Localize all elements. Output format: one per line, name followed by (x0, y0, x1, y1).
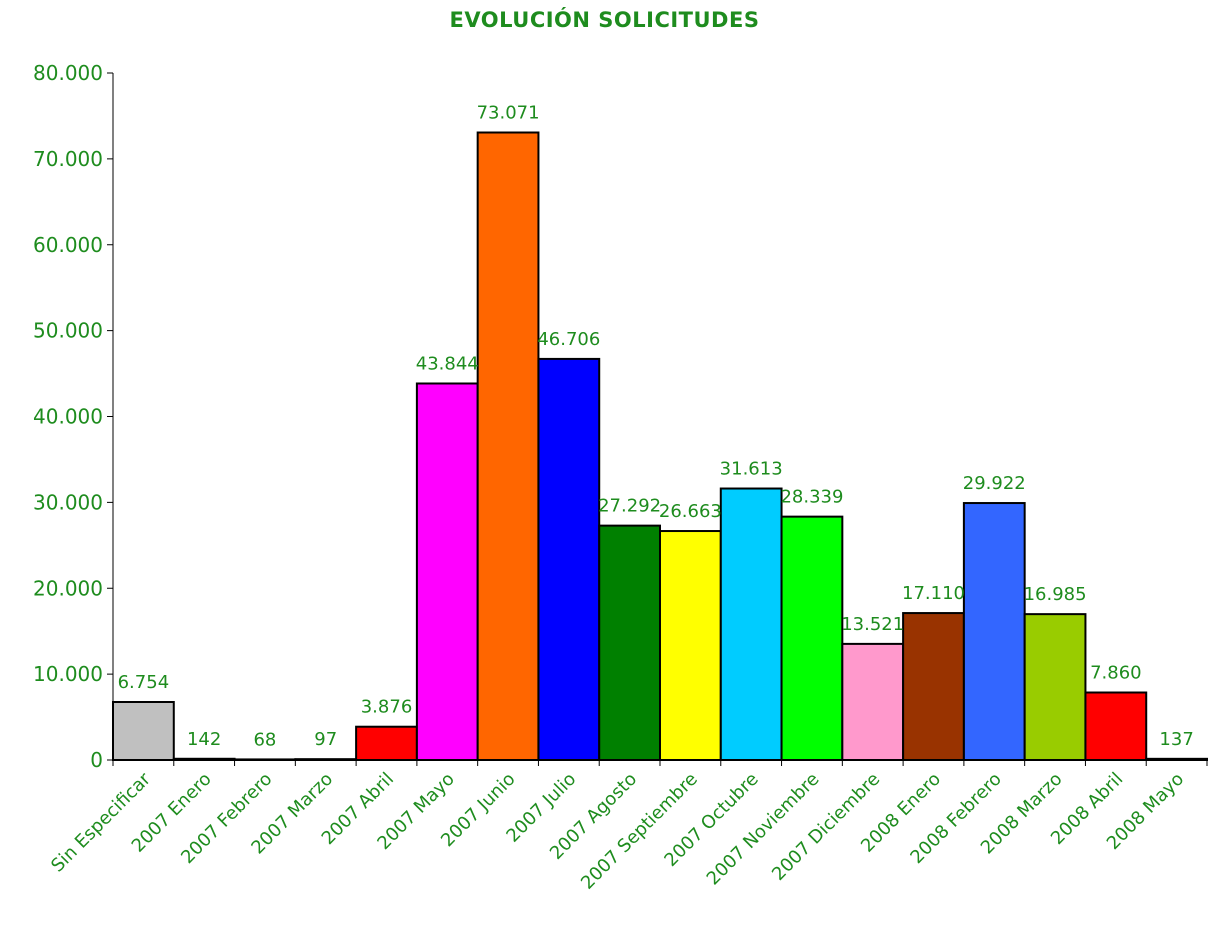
y-tick-label-2: 20.000 (33, 576, 103, 600)
data-label-3: 97 (314, 729, 337, 750)
data-label-14: 29.922 (963, 473, 1026, 494)
x-tick-label-0: Sin Especificar (47, 768, 155, 876)
x-tick-label-11: 2007 Noviembre (703, 769, 824, 890)
data-label-17: 137 (1159, 729, 1193, 750)
y-tick-label-7: 70.000 (33, 147, 103, 171)
bar-4 (355, 725, 418, 761)
y-tick-label-4: 40.000 (33, 405, 103, 429)
data-label-6: 73.071 (477, 103, 540, 124)
data-label-2: 68 (253, 729, 276, 750)
data-label-8: 27.292 (598, 496, 661, 517)
data-label-7: 46.706 (537, 329, 600, 350)
y-tick-label-1: 10.000 (33, 662, 103, 686)
bar-12 (841, 642, 905, 762)
data-label-15: 16.985 (1024, 584, 1087, 605)
bar-9 (659, 530, 722, 761)
y-tick-label-3: 30.000 (33, 490, 103, 514)
bar-15 (1023, 613, 1087, 761)
y-tick-label-5: 50.000 (33, 319, 103, 343)
y-tick-label-6: 60.000 (33, 233, 103, 257)
data-label-13: 17.110 (902, 583, 965, 604)
chart-title: EVOLUCIÓN SOLICITUDES (449, 8, 760, 32)
x-tick-label-12: 2007 Diciembre (768, 769, 884, 885)
bar-0 (112, 701, 175, 761)
bar-11 (780, 515, 844, 762)
bar-6 (476, 131, 540, 761)
y-tick-label-8: 80.000 (33, 61, 103, 85)
bar-8 (598, 524, 662, 761)
bar-5 (415, 382, 479, 761)
data-label-16: 7.860 (1090, 663, 1142, 684)
data-label-12: 13.521 (841, 614, 904, 635)
x-tick-label-9: 2007 Septiembre (577, 769, 702, 894)
bar-7 (537, 357, 601, 761)
data-label-11: 28.339 (780, 487, 843, 508)
data-label-1: 142 (187, 729, 221, 750)
bar-13 (902, 612, 965, 761)
data-label-5: 43.844 (416, 353, 479, 374)
y-tick-label-0: 0 (90, 748, 103, 772)
bar-10 (719, 487, 783, 761)
data-label-0: 6.754 (118, 672, 170, 693)
bar-16 (1084, 691, 1148, 762)
data-label-9: 26.663 (659, 501, 722, 522)
bar-14 (962, 502, 1026, 761)
data-label-10: 31.613 (720, 459, 783, 480)
data-label-4: 3.876 (361, 697, 413, 718)
